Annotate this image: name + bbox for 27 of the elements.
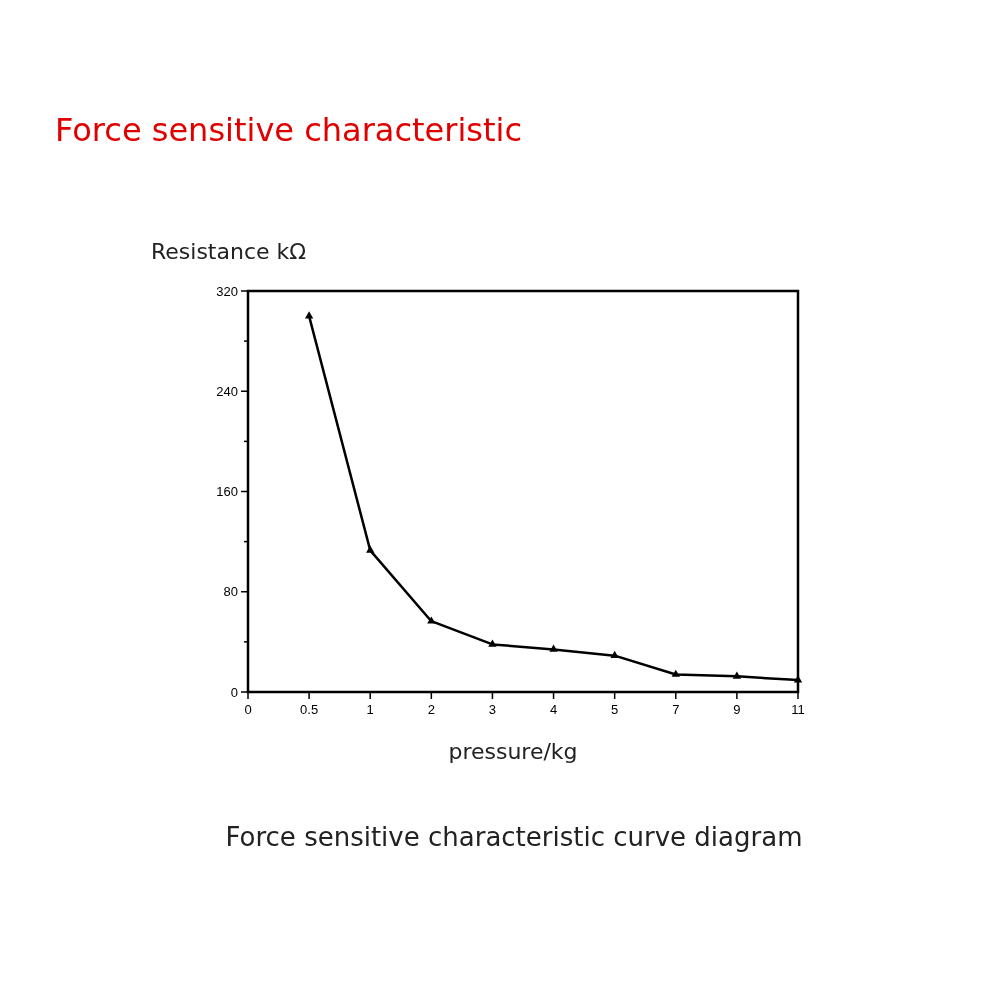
y-tick-label: 240 (216, 383, 238, 399)
y-tick-label: 320 (216, 283, 238, 299)
point (732, 671, 742, 679)
chart-title: Force sensitive characteristic (55, 111, 523, 149)
y-tick-label: 0 (230, 684, 238, 700)
x-tick-label: 0.5 (300, 702, 319, 717)
x-tick-label: 7 (672, 702, 680, 717)
x-tick-label: 0 (244, 702, 252, 717)
point (549, 644, 558, 652)
point (610, 650, 619, 659)
x-axis-title: pressure/kg (448, 739, 578, 764)
y-tick-label: 160 (216, 484, 238, 500)
y-tick-label: 80 (223, 584, 238, 600)
point (366, 545, 375, 553)
point (488, 639, 497, 647)
y-axis-title: Resistance kΩ (151, 239, 307, 264)
x-tick-label: 1 (366, 702, 374, 717)
x-tick-label: 5 (611, 702, 619, 717)
x-tick-label: 3 (488, 702, 497, 717)
text: Force sensitive characteristic curve diagram (225, 822, 803, 852)
point (304, 311, 314, 319)
x-tick-label: 2 (427, 702, 435, 717)
x-tick-label: 11 (791, 702, 805, 717)
point (671, 669, 680, 677)
point (427, 616, 436, 624)
x-tick-label: 4 (549, 702, 558, 717)
x-tick-label: 9 (733, 702, 741, 717)
